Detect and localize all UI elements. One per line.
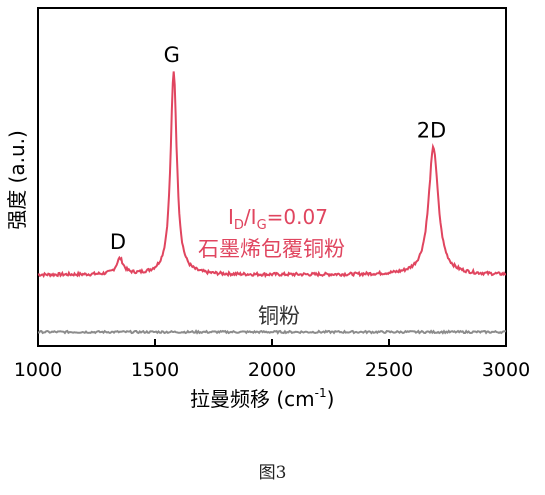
series-label-graphene: 石墨烯包覆铜粉 xyxy=(198,237,345,261)
x-ticks xyxy=(37,339,507,346)
series-label-copper: 铜粉 xyxy=(258,304,300,328)
x-axis-label-sup: -1 xyxy=(315,386,327,400)
ratio-i1: I xyxy=(228,205,234,229)
x-axis-label-close: ) xyxy=(327,387,335,411)
series-line-copper-powder xyxy=(37,329,507,335)
ratio-annotation: ID/IG=0.07 xyxy=(228,205,328,233)
peak-label-2d: 2D xyxy=(417,118,447,142)
y-axis-label: 强度 (a.u.) xyxy=(5,130,29,230)
ratio-sub2: G xyxy=(257,218,267,233)
ratio-value: =0.07 xyxy=(267,205,328,229)
x-tick-label-2000: 2000 xyxy=(248,359,296,381)
ratio-i2: I xyxy=(251,205,257,229)
peak-label-g: G xyxy=(164,43,180,67)
figure-caption: 图3 xyxy=(258,463,287,483)
peak-label-d: D xyxy=(110,230,126,254)
ratio-sub1: D xyxy=(234,218,244,233)
x-tick-label-2500: 2500 xyxy=(365,359,413,381)
x-axis-label: 拉曼频移 (cm-1) xyxy=(190,386,334,411)
x-tick-labels: 1000 1500 2000 2500 3000 xyxy=(14,359,530,381)
x-tick-label-1000: 1000 xyxy=(14,359,62,381)
series-line-graphene-coated-copper xyxy=(37,71,507,279)
x-tick-label-1500: 1500 xyxy=(131,359,179,381)
x-axis-label-main: 拉曼频移 (cm xyxy=(190,387,315,411)
ratio-slash: / xyxy=(244,205,251,229)
x-tick-label-3000: 3000 xyxy=(482,359,530,381)
